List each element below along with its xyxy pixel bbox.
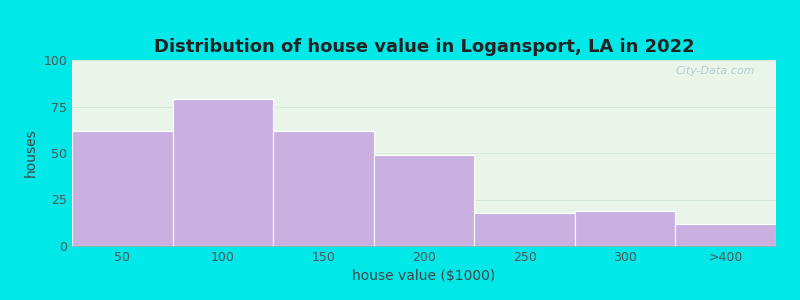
Bar	[173, 99, 273, 246]
Title: Distribution of house value in Logansport, LA in 2022: Distribution of house value in Loganspor…	[154, 38, 694, 56]
Bar	[72, 131, 173, 246]
Text: City-Data.com: City-Data.com	[675, 66, 755, 76]
Bar	[273, 131, 374, 246]
Bar	[474, 212, 575, 246]
X-axis label: house value ($1000): house value ($1000)	[352, 269, 496, 284]
Y-axis label: houses: houses	[24, 129, 38, 177]
Bar	[374, 155, 474, 246]
Bar	[675, 224, 776, 246]
Bar	[575, 211, 675, 246]
